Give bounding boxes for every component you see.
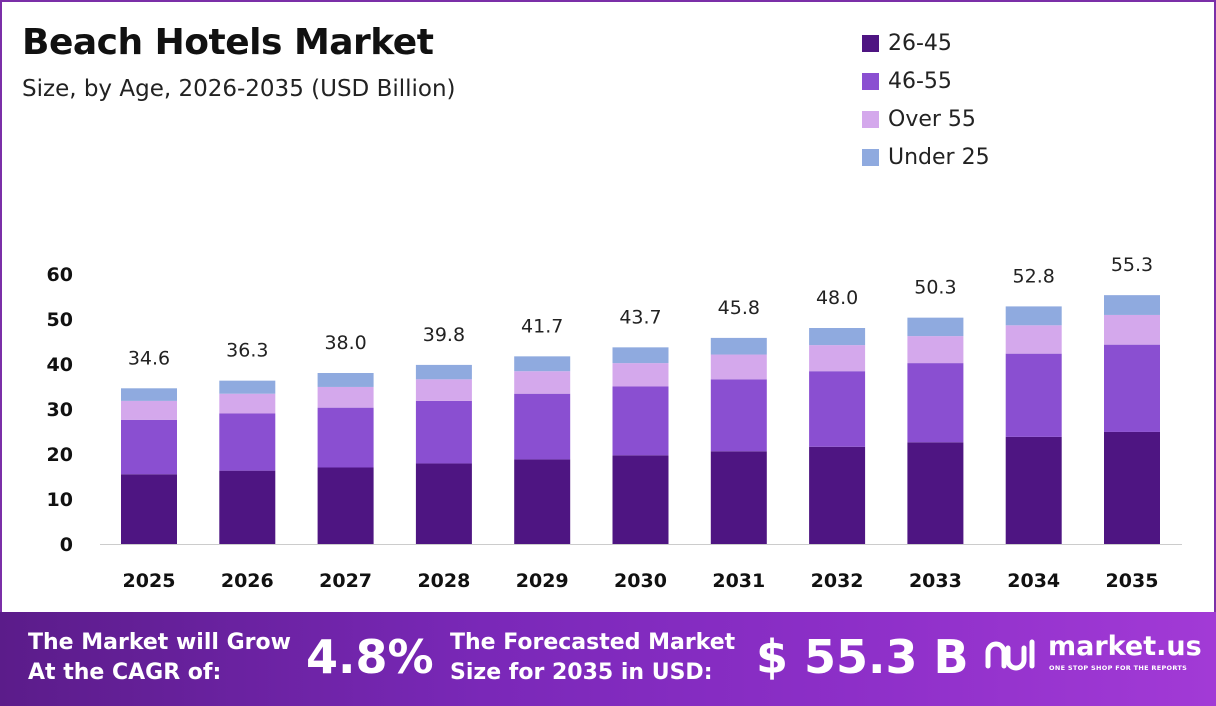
legend-item-46-55: 46-55 [862,62,990,100]
bar-segment [514,459,571,544]
cagr-label-line1: The Market will Grow [28,630,291,655]
chart-title: Beach Hotels Market [22,22,434,63]
bar-segment [907,336,964,364]
y-tick-label: 20 [47,444,73,466]
bar-total-label: 48.0 [816,287,858,309]
bar-segment [514,356,571,372]
x-tick-label: 2027 [319,570,372,592]
cagr-value: 4.8% [306,630,434,684]
bar-segment [612,455,669,544]
x-tick-label: 2029 [516,570,569,592]
y-tick-label: 40 [47,354,73,376]
bar-segment [219,393,276,414]
forecast-value: $ 55.3 B [756,630,969,684]
chart-subtitle: Size, by Age, 2026-2035 (USD Billion) [22,76,456,102]
bar-segment [809,328,866,346]
x-tick-label: 2030 [614,570,667,592]
bar-segment [219,380,276,394]
legend-item-under-25: Under 25 [862,138,990,176]
forecast-label-line2: Size for 2035 in USD: [450,660,713,685]
bar-segment [514,393,571,460]
bar-segment [415,364,472,380]
legend-item-over-55: Over 55 [862,100,990,138]
cagr-label-line2: At the CAGR of: [28,660,222,685]
bar-total-label: 50.3 [914,277,956,299]
legend-label: Under 25 [888,144,990,170]
bar-total-label: 36.3 [226,340,268,362]
bar-segment [1005,306,1062,326]
y-tick-label: 50 [47,309,73,331]
bar-segment [121,419,177,475]
logo-name: market.us [1048,631,1202,662]
bar-segment [219,470,276,544]
bar-segment [809,345,866,372]
bar-segment [121,388,177,401]
bar-total-label: 55.3 [1111,254,1153,276]
legend-item-26-45: 26-45 [862,24,990,62]
legend-label: Over 55 [888,106,976,132]
legend-label: 46-55 [888,68,952,94]
bar-total-label: 38.0 [324,332,366,354]
bar-total-label: 52.8 [1013,265,1055,287]
bar-segment [415,400,472,464]
bar-segment [415,463,472,544]
x-tick-label: 2031 [712,570,765,592]
x-tick-label: 2028 [417,570,470,592]
bar-segment [907,363,964,443]
bar-segment [1104,431,1160,544]
bar-segment [121,400,177,420]
bar-segment [1005,436,1062,544]
bar-segment [1005,325,1062,354]
bar-segment [710,337,767,355]
bar-total-label: 45.8 [718,297,760,319]
bar-total-label: 41.7 [521,315,563,337]
bar-segment [317,467,374,544]
bar-segment [907,442,964,544]
legend-swatch [862,148,879,166]
x-tick-label: 2035 [1106,570,1159,592]
stacked-bar-chart: 010203040506034.6202536.3202638.0202739.… [47,254,1182,592]
x-tick-label: 2025 [123,570,176,592]
footer-banner: The Market will Grow At the CAGR of: 4.8… [0,612,1216,706]
bar-segment [809,371,866,447]
bar-segment [121,474,177,544]
bar-segment [1104,344,1160,432]
legend-swatch [862,34,879,52]
bar-segment [219,413,276,471]
bar-segment [1104,314,1160,345]
bar-total-label: 34.6 [128,347,170,369]
forecast-label-line1: The Forecasted Market [450,630,736,655]
bar-total-label: 43.7 [619,306,661,328]
bar-segment [1104,295,1160,315]
bar-total-label: 39.8 [423,324,465,346]
legend: 26-45 46-55 Over 55 Under 25 [862,24,990,176]
bar-segment [514,371,571,394]
y-tick-label: 10 [47,489,73,511]
bar-segment [809,446,866,544]
bar-segment [612,363,669,387]
legend-swatch [862,72,879,90]
x-tick-label: 2032 [811,570,864,592]
bar-segment [612,386,669,456]
x-tick-label: 2033 [909,570,962,592]
bar-segment [907,317,964,337]
legend-swatch [862,110,879,128]
bar-segment [317,407,374,468]
bar-segment [415,379,472,401]
bar-segment [710,451,767,544]
bar-segment [710,354,767,380]
x-tick-label: 2034 [1007,570,1060,592]
y-tick-label: 60 [47,264,73,286]
x-tick-label: 2026 [221,570,274,592]
y-tick-label: 0 [60,534,73,556]
logo-tagline: ONE STOP SHOP FOR THE REPORTS [1049,664,1188,672]
bar-segment [317,386,374,408]
market-us-logo-icon [985,639,1035,671]
bar-segment [317,373,374,387]
bar-segment [1005,353,1062,437]
legend-label: 26-45 [888,30,952,56]
bar-segment [710,379,767,452]
y-tick-label: 30 [47,399,73,421]
bar-segment [612,347,669,364]
